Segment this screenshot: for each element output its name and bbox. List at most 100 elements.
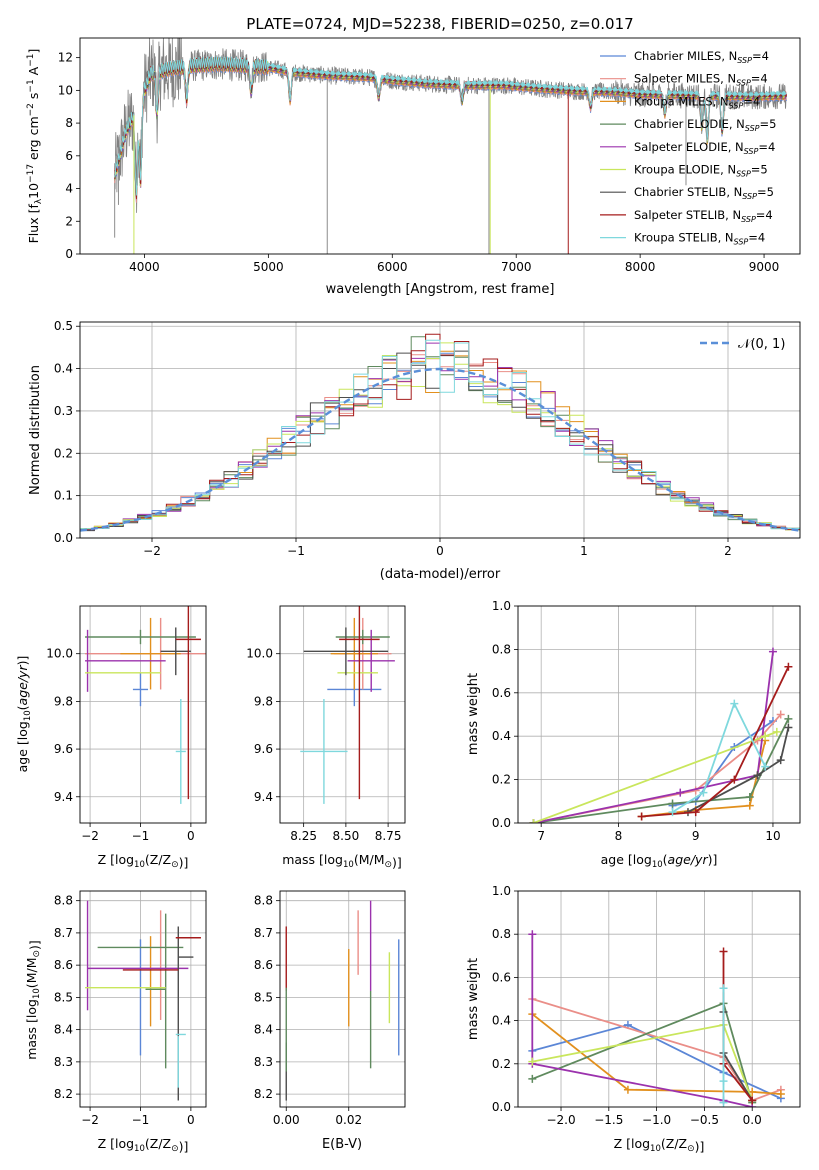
x-tick-label: 6000 bbox=[377, 260, 408, 274]
x-tick-label: 8.25 bbox=[290, 829, 317, 843]
y-tick-label: 0.0 bbox=[492, 1100, 511, 1114]
weight-marker-salpeter_elodie bbox=[768, 647, 777, 656]
x-tick-label: 0 bbox=[436, 544, 444, 558]
weight-vs-Z-frame bbox=[517, 890, 801, 1108]
weight-line-kroupa_stelib bbox=[672, 701, 767, 813]
spectrum-model-kroupa_stelib bbox=[114, 56, 787, 196]
mass-vs-Z-axes: −2 −1 0 8.2 8.3 8.4 8.5 8.6 8.7 8.8 Z [log10(Z/Z⊙)… bbox=[24, 890, 207, 1154]
y-tick-label: 10.0 bbox=[46, 647, 73, 661]
legend-entry: Kroupa STELIB, NSSP=4 bbox=[634, 231, 765, 247]
histogram-kroupa_stelib bbox=[80, 339, 800, 538]
x-tick-label: 0 bbox=[187, 1113, 195, 1127]
weight-marker-salpeter_stelib bbox=[748, 1096, 757, 1105]
age-vs-Z-axes: −2 −1 0 9.4 9.6 9.8 10.0 Z [log10(Z/Z⊙)] age [lo… bbox=[15, 605, 207, 870]
x-tick-label: −2 bbox=[81, 829, 99, 843]
spectrum-axes: 4000 5000 6000 7000 8000 9000 0 2 4 6 8 10 12 wavelen… bbox=[26, 37, 801, 297]
y-tick-label: 8.4 bbox=[54, 1023, 73, 1037]
weight-marker-chabrier_stelib bbox=[784, 723, 793, 732]
y-tick-label: 8.8 bbox=[54, 894, 73, 908]
age-vs-Z-plot-area bbox=[85, 606, 206, 804]
y-tick-label: 9.8 bbox=[254, 694, 273, 708]
weight-marker-kroupa_stelib bbox=[761, 762, 770, 771]
weight-marker-kroupa_elodie bbox=[761, 732, 770, 741]
x-tick-label: 7000 bbox=[501, 260, 532, 274]
age-vs-Z-xlabel: Z [log10(Z/Z⊙)] bbox=[98, 852, 189, 870]
y-tick-label: 8.6 bbox=[54, 958, 73, 972]
weight-vs-age-ylabel: mass weight bbox=[466, 673, 481, 755]
residuals-plot-area bbox=[80, 333, 800, 538]
x-tick-label: −1 bbox=[132, 1113, 150, 1127]
weight-line-kroupa_elodie bbox=[533, 731, 778, 823]
weight-marker-kroupa_stelib bbox=[699, 788, 708, 797]
y-tick-label: 0.5 bbox=[54, 319, 73, 333]
y-tick-label: 9.8 bbox=[54, 694, 73, 708]
spectrum-xlabel: wavelength [Angstrom, rest frame] bbox=[326, 282, 555, 297]
legend-entry: Salpeter STELIB, NSSP=4 bbox=[634, 208, 773, 224]
mass-vs-ebv-axes: 0.00 0.02 8.2 8.3 8.4 8.5 8.6 8.7 8.8 E(B-V) bbox=[254, 890, 406, 1152]
weight-marker-kroupa_stelib bbox=[719, 1098, 728, 1107]
weight-line-salpeter_miles bbox=[532, 998, 782, 1102]
y-tick-label: 8.7 bbox=[254, 926, 273, 940]
weight-marker-kroupa_elodie bbox=[772, 727, 781, 736]
age-vs-mass-axes: 8.25 8.50 8.75 9.4 9.6 9.8 10.0 mass [log10(M/M… bbox=[246, 605, 406, 870]
weight-vs-Z-ylabel: mass weight bbox=[466, 958, 481, 1040]
y-tick-label: 0.2 bbox=[54, 446, 73, 460]
x-tick-label: 1 bbox=[580, 544, 588, 558]
legend-entry: Chabrier STELIB, NSSP=5 bbox=[634, 185, 774, 201]
mass-vs-ebv-plot-area bbox=[285, 900, 400, 1101]
legend-entry: Chabrier MILES, NSSP=4 bbox=[634, 49, 769, 65]
weight-vs-age-frame bbox=[517, 605, 801, 824]
age-vs-mass-xlabel: mass [log10(M/M⊙)] bbox=[282, 852, 402, 870]
y-tick-label: 8 bbox=[65, 116, 73, 130]
y-tick-label: 1.0 bbox=[492, 884, 511, 898]
y-tick-label: 9.4 bbox=[254, 790, 273, 804]
y-tick-label: 0.6 bbox=[492, 686, 511, 700]
weight-vs-Z-plot-area bbox=[528, 930, 785, 1107]
y-tick-label: 8.6 bbox=[254, 958, 273, 972]
x-tick-label: −2 bbox=[81, 1113, 99, 1127]
weight-marker-salpeter_stelib bbox=[730, 775, 739, 784]
weight-marker-salpeter_stelib bbox=[637, 812, 646, 821]
mass-vs-Z-frame bbox=[79, 890, 207, 1108]
weight-marker-kroupa_stelib bbox=[719, 984, 728, 993]
weight-marker-salpeter_elodie bbox=[676, 788, 685, 797]
x-tick-label: 8 bbox=[615, 829, 623, 843]
normal-legend-label: 𝒩(0, 1) bbox=[738, 337, 785, 352]
x-tick-label: 0.0 bbox=[743, 1113, 762, 1127]
x-tick-label: 0.00 bbox=[273, 1113, 300, 1127]
x-tick-label: 7 bbox=[537, 829, 545, 843]
weight-vs-Z-axes: −2.0 −1.5 −1.0 −0.5 0.0 0.0 0.2 0.4 0.6 0.8 1.0 Z [… bbox=[466, 884, 801, 1154]
x-tick-label: −2.0 bbox=[546, 1113, 575, 1127]
weight-marker-kroupa_stelib bbox=[668, 808, 677, 817]
figure-title: PLATE=0724, MJD=52238, FIBERID=0250, z=0… bbox=[246, 15, 633, 33]
y-tick-label: 0.2 bbox=[492, 773, 511, 787]
y-tick-label: 0.0 bbox=[492, 816, 511, 830]
y-tick-label: 12 bbox=[58, 51, 73, 65]
y-tick-label: 0.3 bbox=[54, 404, 73, 418]
weight-marker-salpeter_stelib bbox=[719, 947, 728, 956]
legend-entry: Salpeter ELODIE, NSSP=4 bbox=[634, 140, 775, 156]
age-vs-Z-frame bbox=[79, 605, 207, 824]
y-tick-label: 8.8 bbox=[254, 894, 273, 908]
weight-marker-chabrier_elodie bbox=[668, 799, 677, 808]
y-tick-label: 9.4 bbox=[54, 790, 73, 804]
y-tick-label: 0.4 bbox=[492, 729, 511, 743]
weight-marker-kroupa_elodie bbox=[529, 819, 538, 823]
mass-vs-Z-xlabel: Z [log10(Z/Z⊙)] bbox=[98, 1136, 189, 1154]
y-tick-label: 2 bbox=[65, 214, 73, 228]
y-tick-label: 8.2 bbox=[254, 1087, 273, 1101]
y-tick-label: 4 bbox=[65, 182, 73, 196]
weight-line-salpeter_elodie bbox=[531, 934, 753, 1107]
x-tick-label: 9 bbox=[692, 829, 700, 843]
y-tick-label: 8.5 bbox=[54, 990, 73, 1004]
y-tick-label: 10.0 bbox=[246, 647, 273, 661]
y-tick-label: 8.3 bbox=[254, 1055, 273, 1069]
weight-marker-salpeter_stelib bbox=[691, 808, 700, 817]
weight-marker-chabrier_elodie bbox=[745, 792, 754, 801]
x-tick-label: 0.02 bbox=[335, 1113, 362, 1127]
weight-line-chabrier_stelib bbox=[687, 727, 790, 813]
y-tick-label: 0.1 bbox=[54, 489, 73, 503]
weight-marker-kroupa_stelib bbox=[719, 1077, 728, 1086]
weight-line-chabrier_miles bbox=[532, 1023, 782, 1100]
y-tick-label: 8.4 bbox=[254, 1023, 273, 1037]
